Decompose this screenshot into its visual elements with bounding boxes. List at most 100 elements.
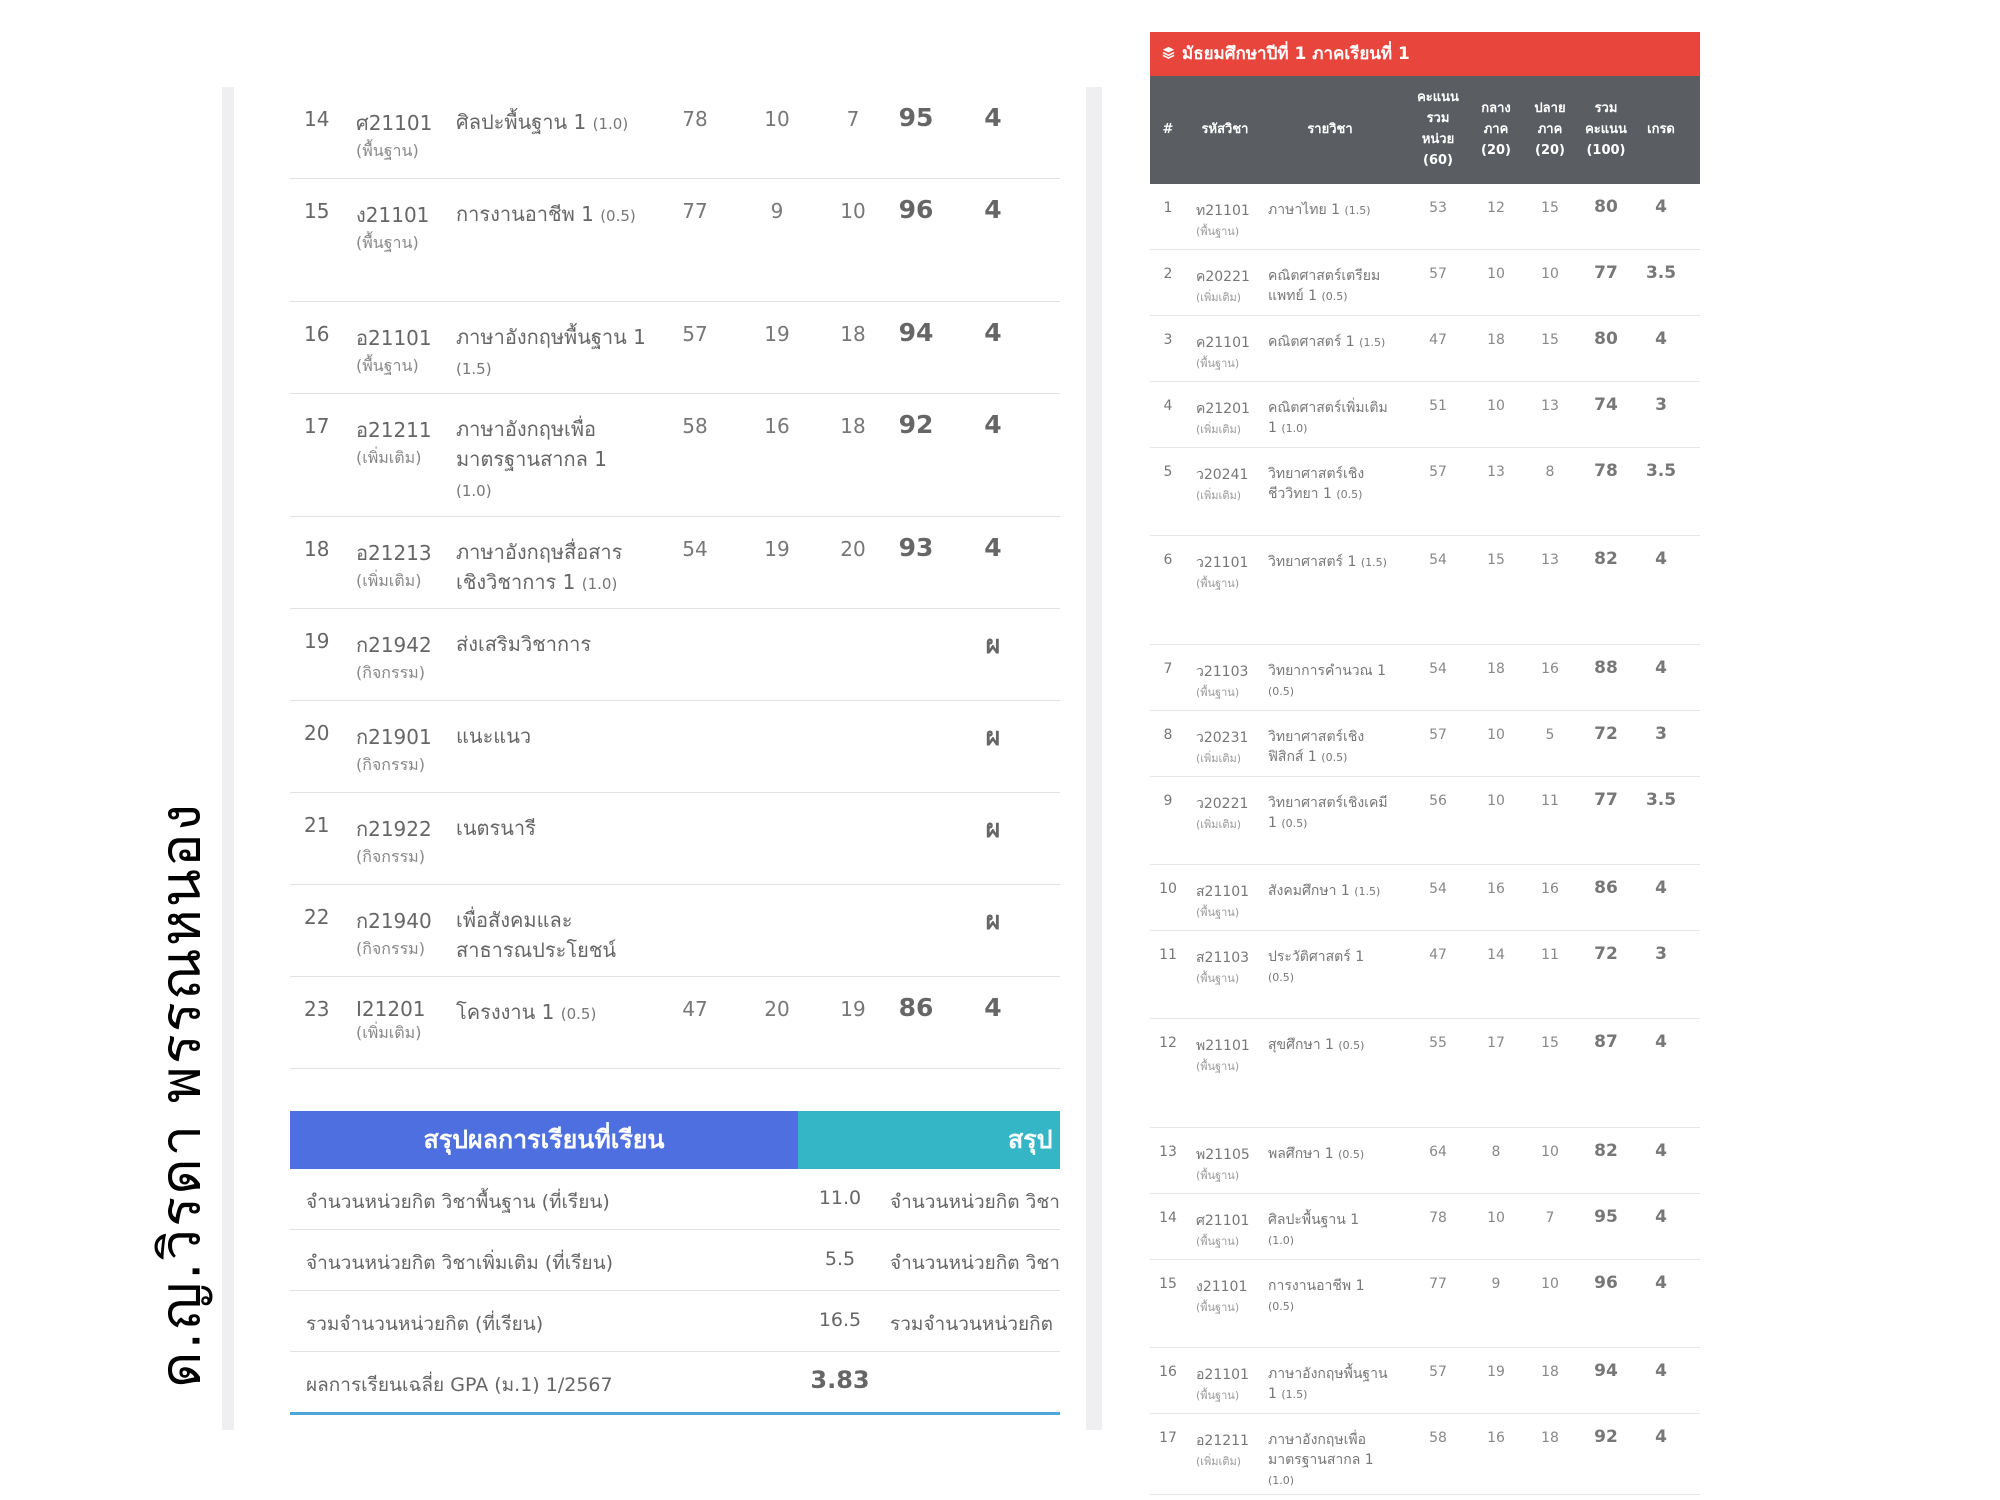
score-cell: 51 (1429, 398, 1447, 414)
score-cell: 57 (1429, 727, 1447, 743)
subject-code-text: ว20221 (1196, 796, 1249, 812)
subject-credit: (0.5) (1268, 971, 1295, 984)
subject-credit: (1.0) (1268, 1474, 1295, 1487)
student-name: ด.ญ.วิรดา พรรณหนอง (148, 801, 214, 1389)
summary-table: จำนวนหน่วยกิต วิชาพื้นฐาน (ที่เรียน) 11.0… (234, 1169, 1086, 1415)
score-cell: 57 (682, 322, 708, 346)
subject-credit: (0.5) (560, 1005, 597, 1023)
subject-name-text: ภาษาอังกฤษพื้นฐาน 1 (1268, 1366, 1388, 1402)
midterm-cell: 13 (1487, 464, 1505, 480)
grade-cell: 4 (1655, 1141, 1667, 1161)
subject-code: ศ21101 (พื้นฐาน) (356, 107, 432, 164)
total-cell: 94 (898, 318, 934, 347)
subject-credit: (0.5) (600, 207, 636, 225)
subject-code-text: ง21101 (1196, 1279, 1248, 1295)
subject-code: ศ21101 (พื้นฐาน) (1196, 1210, 1249, 1250)
summary-header-left: สรุปผลการเรียนที่เรียน (290, 1111, 798, 1169)
score-cell: 78 (1429, 1210, 1447, 1226)
final-cell: 18 (1541, 1430, 1559, 1446)
semester-title: มัธยมศึกษาปีที่ 1 ภาคเรียนที่ 1 (1182, 44, 1410, 64)
final-cell: 18 (840, 322, 866, 346)
final-cell: 8 (1545, 464, 1555, 480)
subject-type: (เพิ่มเติม) (1196, 291, 1241, 304)
subject-credit: (0.5) (1338, 1039, 1365, 1052)
header-total-line: คะแนน (1585, 122, 1627, 137)
subject-code: อ21101 (พื้นฐาน) (356, 322, 432, 379)
row-index: 4 (1163, 398, 1173, 414)
subject-code: ว21101 (พื้นฐาน) (1196, 552, 1248, 592)
subject-name: ภาษาอังกฤษสื่อสารเชิงวิชาการ 1 (1.0) (456, 537, 646, 599)
subject-code: ค21201 (เพิ่มเติม) (1196, 398, 1250, 438)
summary-row: รวมจำนวนหน่วยกิต (ที่เรียน) 16.5 รวมจำนวนห… (290, 1291, 1060, 1352)
table-row: 5 ว20241 (เพิ่มเติม) วิทยาศาสตร์เชิงชีววิทย… (1150, 448, 1700, 536)
subject-type: (พื้นฐาน) (1196, 357, 1240, 370)
header-index: # (1162, 122, 1174, 137)
subject-type: (กิจกรรม) (356, 755, 425, 774)
total-cell: 95 (898, 103, 934, 132)
subject-type: (พื้นฐาน) (1196, 972, 1240, 985)
summary-header-right: สรุป (798, 1111, 1060, 1169)
subject-name-text: ศิลปะพื้นฐาน 1 (1268, 1212, 1360, 1228)
grade-cell: ผ (985, 814, 1001, 843)
final-cell: 7 (846, 107, 860, 131)
grade-cell: 4 (1655, 878, 1667, 898)
score-cell: 54 (1429, 881, 1447, 897)
subject-type: (เพิ่มเติม) (1196, 489, 1241, 502)
total-cell: 86 (898, 993, 934, 1022)
table-row: 23 I21201 (เพิ่มเติม) โครงงาน 1 (0.5) 47 20 19… (290, 977, 1060, 1069)
score-cell: 77 (1429, 1276, 1447, 1292)
row-index: 20 (304, 721, 330, 745)
total-cell: 77 (1594, 790, 1618, 810)
header-midterm: กลาง ภาค (20) (1474, 98, 1518, 161)
midterm-cell: 14 (1487, 947, 1505, 963)
subject-credit: (0.5) (1321, 290, 1348, 303)
subject-name: ศิลปะพื้นฐาน 1 (1.0) (1268, 1210, 1388, 1251)
subject-code: พ21101 (พื้นฐาน) (1196, 1035, 1250, 1075)
final-cell: 10 (1541, 1276, 1559, 1292)
subject-code: ส21103 (พื้นฐาน) (1196, 947, 1249, 987)
midterm-cell: 19 (764, 537, 790, 561)
table-row: 16 อ21101 (พื้นฐาน) ภาษาอังกฤษพื้นฐาน 1 (1.… (1150, 1348, 1700, 1414)
midterm-cell: 10 (1487, 1210, 1505, 1226)
subject-name-text: ส่งเสริมวิชาการ (456, 632, 592, 656)
subject-code: อ21101 (พื้นฐาน) (1196, 1364, 1249, 1404)
score-cell: 57 (1429, 1364, 1447, 1380)
subject-name-text: ประวัติศาสตร์ 1 (1268, 949, 1365, 965)
final-cell: 15 (1541, 200, 1559, 216)
subject-name-text: การงานอาชีพ 1 (456, 202, 594, 226)
subject-type: (เพิ่มเติม) (356, 448, 422, 467)
table-row: 9 ว20221 (เพิ่มเติม) วิทยาศาสตร์เชิงเคมี 1 … (1150, 777, 1700, 865)
row-index: 16 (1159, 1364, 1177, 1380)
score-cell: 64 (1429, 1144, 1447, 1160)
subject-name: โครงงาน 1 (0.5) (456, 997, 646, 1029)
score-cell: 47 (682, 997, 708, 1021)
header-score-line: รวม (1426, 111, 1450, 126)
subject-type: (เพิ่มเติม) (1196, 423, 1241, 436)
subject-name-text: สุขศึกษา 1 (1268, 1037, 1334, 1053)
subject-code-text: ก21922 (356, 817, 432, 841)
row-index: 9 (1163, 793, 1173, 809)
subject-code-text: ค21101 (1196, 335, 1250, 351)
grade-cell: 3.5 (1645, 790, 1677, 810)
subject-code: ง21101 (พื้นฐาน) (356, 199, 429, 256)
total-cell: 77 (1594, 263, 1618, 283)
subject-code: ว20231 (เพิ่มเติม) (1196, 727, 1248, 767)
header-total-line: (100) (1586, 143, 1626, 158)
grade-cell: 3 (1655, 724, 1667, 744)
subject-code-text: พ21105 (1196, 1147, 1250, 1163)
subject-name: การงานอาชีพ 1 (0.5) (456, 199, 646, 231)
subject-type: (เพิ่มเติม) (356, 571, 422, 590)
subject-name: คณิตศาสตร์เพิ่มเติม 1 (1.0) (1268, 398, 1388, 439)
subject-code-text: ก21942 (356, 633, 432, 657)
grade-cell: ผ (985, 630, 1001, 659)
subject-name-text: ภาษาอังกฤษเพื่อมาตรฐานสากล 1 (456, 417, 607, 471)
final-cell: 15 (1541, 1035, 1559, 1051)
row-index: 14 (1159, 1210, 1177, 1226)
row-index: 19 (304, 629, 330, 653)
grade-cell: 4 (984, 993, 1002, 1022)
subject-code-text: ค21201 (1196, 401, 1250, 417)
midterm-cell: 18 (1487, 661, 1505, 677)
final-cell: 20 (840, 537, 866, 561)
subject-name-text: แนะแนว (456, 724, 532, 748)
grade-cell: 3 (1655, 395, 1667, 415)
